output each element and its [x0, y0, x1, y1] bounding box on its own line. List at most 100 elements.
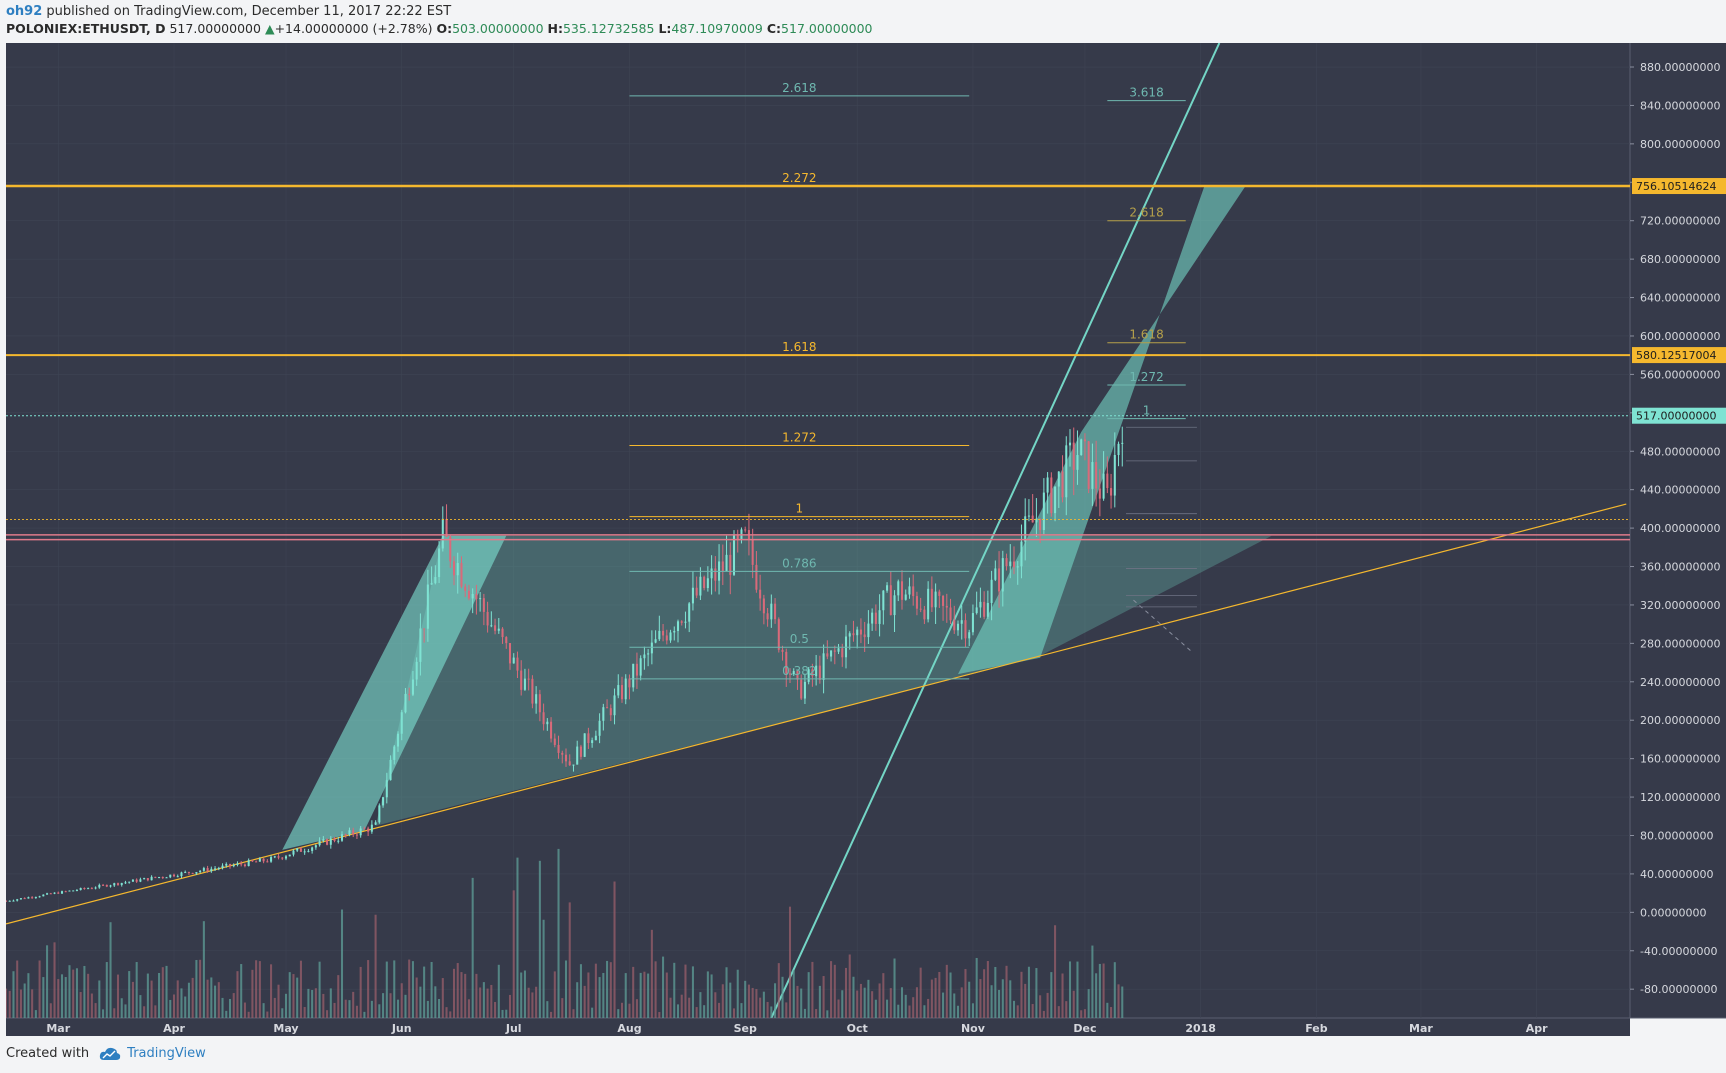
- candle-body: [90, 888, 93, 890]
- volume-bar: [1027, 966, 1030, 1018]
- volume-bar: [1076, 961, 1079, 1018]
- volume-bar: [355, 1005, 358, 1018]
- candle-body: [404, 693, 407, 713]
- candle-body: [848, 633, 851, 637]
- plot-area[interactable]: [6, 43, 1630, 1018]
- candle-body: [919, 608, 922, 610]
- tradingview-brand-link[interactable]: TradingView: [127, 1046, 206, 1061]
- volume-bar: [688, 997, 691, 1018]
- x-tick-label: Apr: [163, 1022, 185, 1035]
- volume-bar: [856, 990, 859, 1018]
- volume-bar: [923, 1005, 926, 1018]
- fib-level-label: 1.618: [1129, 328, 1163, 342]
- candle-body: [430, 583, 433, 585]
- volume-bar: [635, 999, 638, 1018]
- candle-body: [915, 596, 918, 609]
- candle-body: [236, 863, 239, 866]
- candle-body: [16, 899, 19, 901]
- candle-body: [307, 850, 310, 852]
- candle-body: [975, 607, 978, 614]
- candle-body: [572, 764, 575, 766]
- volume-bar: [438, 999, 441, 1018]
- candle-body: [438, 548, 441, 578]
- volume-bar: [270, 964, 273, 1018]
- volume-bar: [116, 974, 120, 1018]
- volume-bar: [340, 909, 344, 1018]
- volume-bar: [781, 976, 784, 1018]
- volume-bar: [161, 967, 164, 1018]
- volume-bar: [281, 1008, 284, 1018]
- open-value: 503.00000000: [452, 21, 544, 36]
- volume-bar: [221, 997, 224, 1018]
- y-tick-label: 0.00000000: [1640, 906, 1706, 919]
- candle-body: [1106, 473, 1109, 489]
- candle-body: [609, 708, 612, 716]
- volume-bar: [1065, 1001, 1068, 1018]
- volume-bar: [273, 997, 276, 1018]
- volume-bar: [154, 1005, 157, 1018]
- x-tick-label: Feb: [1305, 1022, 1328, 1035]
- volume-bar: [150, 980, 153, 1018]
- volume-bar: [986, 961, 989, 1018]
- candle-body: [494, 625, 497, 631]
- volume-bar: [848, 954, 851, 1018]
- candle-body: [508, 643, 512, 664]
- candle-body: [706, 578, 709, 589]
- volume-bar: [467, 999, 470, 1018]
- price-tag-label: 756.10514624: [1636, 180, 1716, 193]
- candle-body: [822, 653, 825, 680]
- volume-bar: [736, 969, 739, 1018]
- candle-body: [632, 663, 635, 688]
- x-tick-label: Oct: [847, 1022, 868, 1035]
- candle-body: [942, 595, 945, 606]
- volume-bar: [953, 993, 956, 1018]
- candle-body: [23, 898, 26, 900]
- volume-bar: [486, 988, 489, 1018]
- candle-body: [46, 893, 49, 895]
- volume-bar: [378, 1004, 381, 1018]
- volume-bar: [251, 969, 254, 1018]
- candle-body: [863, 634, 866, 638]
- price-axis[interactable]: [1630, 43, 1726, 1018]
- candle-body: [930, 588, 933, 608]
- candle-body: [956, 623, 960, 631]
- author-link[interactable]: oh92: [6, 4, 43, 19]
- candle-body: [971, 613, 974, 633]
- volume-bar: [90, 993, 93, 1018]
- volume-bar: [878, 983, 881, 1018]
- volume-bar: [64, 977, 67, 1018]
- candle-body: [564, 754, 568, 762]
- volume-bar: [665, 972, 668, 1018]
- candle-body: [83, 887, 86, 889]
- candle-body: [1050, 477, 1053, 514]
- volume-bar: [703, 1005, 706, 1018]
- volume-bar: [94, 1003, 97, 1018]
- volume-bar: [490, 984, 493, 1018]
- candle-body: [923, 609, 926, 620]
- price-chart[interactable]: 2.618 2.272 1.618 1.272 1 0.786 0.5 0.382 3.618 2…: [0, 40, 1726, 1040]
- volume-bar: [938, 971, 941, 1018]
- volume-bar: [441, 978, 444, 1018]
- volume-bar: [863, 987, 866, 1018]
- volume-bar: [411, 961, 414, 1018]
- volume-bar: [240, 964, 243, 1018]
- volume-bar: [214, 985, 217, 1018]
- volume-bar: [535, 986, 538, 1018]
- candle-body: [1035, 518, 1038, 523]
- volume-bar: [576, 982, 579, 1018]
- candle-body: [288, 854, 291, 857]
- candle-body: [419, 628, 422, 662]
- volume-bar: [83, 965, 86, 1018]
- volume-bar: [874, 999, 877, 1018]
- ohlc-legend: POLONIEX:ETHUSDT, D 517.00000000 ▲+14.00…: [6, 21, 873, 36]
- candle-body: [12, 900, 15, 902]
- candle-body: [617, 685, 620, 696]
- candle-body: [673, 630, 676, 633]
- time-axis[interactable]: [6, 1018, 1630, 1036]
- candle-body: [1057, 471, 1060, 487]
- volume-bar: [949, 972, 952, 1018]
- candle-body: [986, 602, 989, 617]
- volume-bar: [598, 977, 601, 1018]
- candle-body: [270, 857, 273, 862]
- teal-trendline: [770, 43, 1221, 1018]
